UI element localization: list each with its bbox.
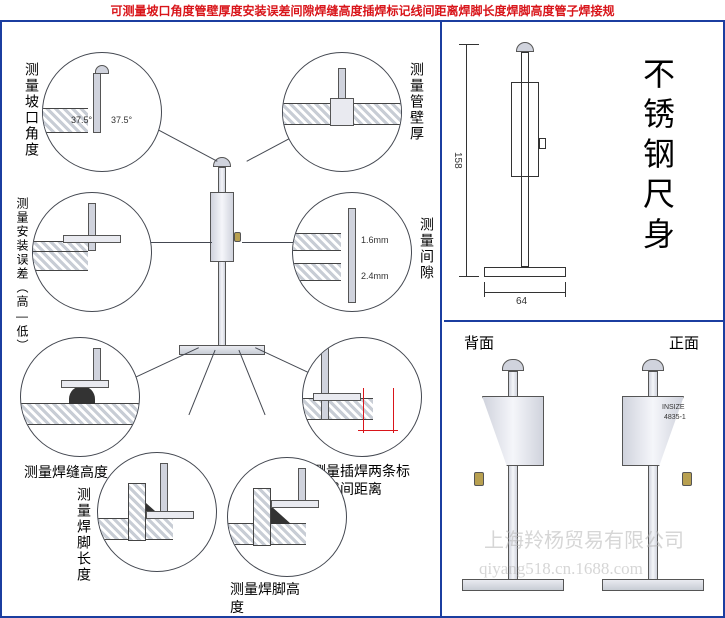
dim-base: 64 — [516, 296, 527, 307]
gap-top: 1.6mm — [361, 235, 389, 245]
brand-label: INSIZE — [662, 404, 685, 411]
rb-front-knob — [682, 472, 692, 486]
dim-line — [565, 282, 566, 297]
page-header: 可测量坡口角度管壁厚度安装误差间隙焊缝高度插焊标记线间距离焊脚长度焊脚高度管子焊… — [0, 0, 725, 20]
rb-back-slider — [482, 396, 544, 466]
label-leg-length: 测量焊脚长度 — [74, 487, 94, 583]
circle-leg-height — [227, 457, 347, 577]
rt-gauge-head — [516, 42, 534, 52]
spoke — [238, 350, 265, 415]
watermark-line1: 上海羚杨贸易有限公司 — [484, 524, 684, 553]
label-gap: 测量间隙 — [417, 217, 437, 281]
circle-gap: 1.6mm 2.4mm — [292, 192, 412, 312]
center-gauge-knob — [234, 232, 241, 242]
rt-title: 不锈钢尺身 — [634, 57, 680, 257]
circle-wall-thickness — [282, 52, 402, 172]
rb-back-base — [462, 579, 564, 591]
circle-install-error — [32, 192, 152, 312]
watermark-line2: qiyang518.cn.1688.com — [479, 559, 643, 579]
label-leg-height: 测量焊脚高度 — [230, 580, 310, 616]
circle-bevel-angle: 37.5° 37.5° — [42, 52, 162, 172]
rb-front-head — [642, 359, 664, 371]
main-frame: 37.5° 37.5° 测量坡口角度 测量管壁厚 测量安装误差（高—低） 1.6… — [0, 20, 725, 618]
rb-front-base — [602, 579, 704, 591]
label-wall-thickness: 测量管壁厚 — [407, 62, 427, 142]
bevel-angle-left: 37.5° — [71, 115, 92, 125]
circle-marker-distance — [302, 337, 422, 457]
dim-height: 158 — [452, 152, 463, 169]
spoke — [188, 350, 215, 415]
center-gauge-head — [213, 157, 231, 167]
back-label: 背面 — [464, 332, 494, 353]
header-text: 可测量坡口角度管壁厚度安装误差间隙焊缝高度插焊标记线间距离焊脚长度焊脚高度管子焊… — [110, 4, 614, 18]
dim-line — [459, 44, 479, 45]
circle-seam-height — [20, 337, 140, 457]
dim-line — [484, 282, 485, 297]
label-seam-height: 测量焊缝高度 — [24, 462, 108, 482]
bevel-angle-right: 37.5° — [111, 115, 132, 125]
front-label: 正面 — [669, 332, 699, 353]
label-install-error: 测量安装误差（高—低） — [14, 197, 31, 353]
dim-line — [466, 44, 467, 276]
spoke — [135, 347, 199, 377]
rb-back-head — [502, 359, 524, 371]
center-gauge-slider — [210, 192, 234, 262]
rt-gauge-base — [484, 267, 566, 277]
model-label: 4835-1 — [664, 414, 686, 421]
circle-leg-length — [97, 452, 217, 572]
right-bottom-panel: 背面 正面 INSIZE 4835-1 上海羚杨贸易有限公司 qiyang518… — [444, 324, 723, 616]
gap-bottom: 2.4mm — [361, 271, 389, 281]
rt-gauge-slider — [511, 82, 539, 177]
left-panel: 37.5° 37.5° 测量坡口角度 测量管壁厚 测量安装误差（高—低） 1.6… — [2, 22, 442, 616]
right-top-panel: 158 64 不锈钢尺身 — [444, 22, 723, 322]
label-bevel-angle: 测量坡口角度 — [22, 62, 42, 158]
dim-line — [459, 276, 479, 277]
dim-line — [484, 292, 566, 293]
rb-back-knob — [474, 472, 484, 486]
